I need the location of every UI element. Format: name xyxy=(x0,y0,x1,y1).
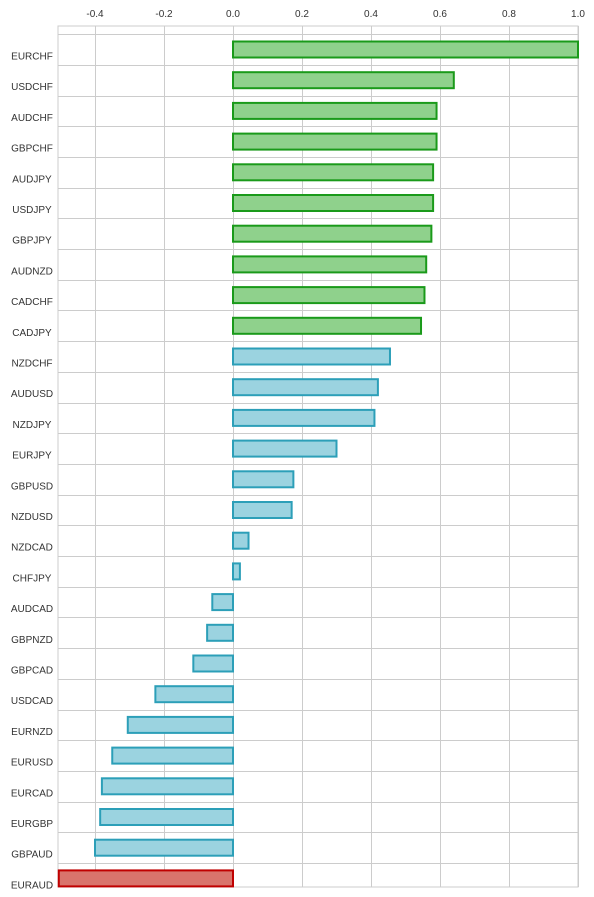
bar-audnzd xyxy=(232,255,428,274)
bar-eurgbp xyxy=(99,808,234,826)
category-label: EURCAD xyxy=(11,788,53,799)
bar-audchf xyxy=(232,101,438,120)
category-label: GBPJPY xyxy=(12,236,52,247)
x-tick-label: 0.6 xyxy=(433,9,447,20)
bar-cadchf xyxy=(232,286,426,305)
category-label: USDJPY xyxy=(12,205,52,216)
x-tick-label: 0.4 xyxy=(364,9,378,20)
category-label: AUDJPY xyxy=(12,174,52,185)
x-tick-label: 1.0 xyxy=(571,9,585,20)
category-label: GBPUSD xyxy=(11,481,53,492)
category-label: CHFJPY xyxy=(13,573,52,584)
category-label: EURNZD xyxy=(11,727,53,738)
x-tick-label: -0.4 xyxy=(86,9,104,20)
category-label: NZDCHF xyxy=(11,359,52,370)
bar-gbpchf xyxy=(232,132,438,151)
bar-eurcad xyxy=(100,777,235,796)
bars xyxy=(57,40,579,888)
bar-eurchf xyxy=(232,40,579,59)
x-tick-label: 0.2 xyxy=(295,9,309,20)
category-label: GBPAUD xyxy=(11,850,53,861)
bar-eurjpy xyxy=(232,439,338,458)
category-label: NZDCAD xyxy=(11,543,53,554)
bar-audusd xyxy=(232,378,379,397)
category-label: USDCAD xyxy=(11,696,53,707)
category-label: GBPCHF xyxy=(11,144,53,155)
bar-euraud xyxy=(57,869,235,888)
category-label: EURCHF xyxy=(11,52,53,63)
x-tick-label: -0.2 xyxy=(155,9,173,20)
bar-nzdcad xyxy=(232,531,250,550)
category-label: AUDCHF xyxy=(11,113,53,124)
category-label: GBPCAD xyxy=(11,666,53,677)
bar-eurnzd xyxy=(126,715,234,734)
bar-nzdchf xyxy=(232,347,391,366)
bar-audcad xyxy=(211,593,235,612)
bar-cadjpy xyxy=(232,316,423,335)
x-axis-tick-labels: -0.4 -0.2 0.0 0.2 0.4 0.6 0.8 1.0 xyxy=(86,9,585,20)
bar-eurusd xyxy=(111,746,234,765)
bar-usdchf xyxy=(232,71,455,90)
bar-usdcad xyxy=(154,685,234,704)
category-label: GBPNZD xyxy=(11,635,53,646)
category-label: CADJPY xyxy=(12,328,52,339)
bar-gbpcad xyxy=(192,654,234,673)
category-label: NZDUSD xyxy=(11,512,53,523)
category-label: EURAUD xyxy=(11,880,53,891)
category-label: AUDNZD xyxy=(11,266,53,277)
bar-gbpaud xyxy=(94,838,234,857)
category-label: EURGBP xyxy=(11,819,54,830)
category-label: AUDUSD xyxy=(11,389,53,400)
bar-gbpnzd xyxy=(206,623,234,642)
bar-nzdjpy xyxy=(232,408,376,427)
bar-chfjpy xyxy=(232,562,241,581)
category-label: USDCHF xyxy=(11,82,53,93)
bar-gbpusd xyxy=(232,470,295,489)
y-axis-category-labels: EURCHF USDCHF AUDCHF GBPCHF AUDJPY USDJPY GBPJ… xyxy=(11,52,54,892)
category-label: NZDJPY xyxy=(13,420,52,431)
category-label: CADCHF xyxy=(11,297,53,308)
bar-gbpjpy xyxy=(232,224,433,243)
bar-usdjpy xyxy=(232,194,435,212)
category-label: EURJPY xyxy=(12,451,52,462)
category-label: AUDCAD xyxy=(11,604,53,615)
x-tick-label: 0.0 xyxy=(226,9,240,20)
category-label: EURUSD xyxy=(11,758,53,769)
bar-nzdusd xyxy=(232,501,293,519)
x-tick-label: 0.8 xyxy=(502,9,516,20)
bar-audjpy xyxy=(232,163,435,182)
grid-lines xyxy=(57,25,579,888)
